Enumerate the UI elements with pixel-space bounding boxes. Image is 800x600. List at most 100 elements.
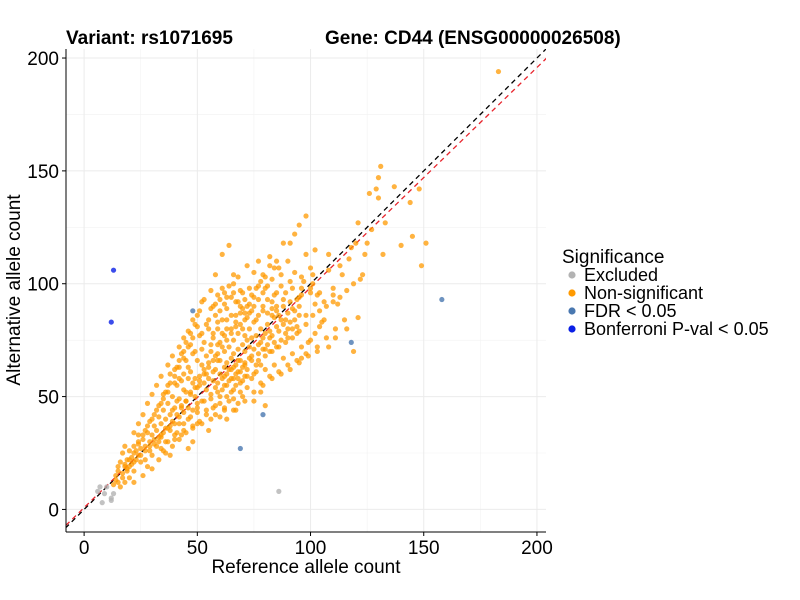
data-point <box>283 317 289 323</box>
data-point <box>97 484 103 490</box>
data-point <box>169 418 176 425</box>
data-point <box>226 398 232 404</box>
data-point <box>135 432 142 438</box>
data-point <box>203 321 209 327</box>
data-point <box>242 348 248 355</box>
data-point <box>224 337 230 343</box>
data-point <box>258 362 264 368</box>
data-point <box>221 364 228 370</box>
data-point <box>210 378 216 384</box>
data-point <box>285 310 291 316</box>
data-point <box>273 258 280 264</box>
data-point <box>217 296 223 303</box>
data-point <box>348 245 354 251</box>
data-point <box>298 285 305 291</box>
legend-label: FDR < 0.05 <box>584 301 677 321</box>
data-point <box>95 488 101 494</box>
data-point <box>240 342 246 348</box>
data-point <box>260 303 266 309</box>
data-point <box>310 312 316 318</box>
data-point <box>190 380 196 386</box>
data-point <box>267 254 273 260</box>
data-point <box>194 312 200 318</box>
data-point <box>280 303 286 309</box>
data-point <box>142 457 148 463</box>
data-point <box>409 233 416 239</box>
data-point <box>314 348 320 355</box>
data-point <box>196 418 203 425</box>
data-point <box>199 346 205 352</box>
data-point <box>253 362 259 368</box>
legend-key <box>568 289 576 297</box>
data-point <box>120 470 126 476</box>
data-point <box>153 407 160 413</box>
data-point <box>120 450 126 456</box>
data-point <box>249 292 255 298</box>
data-point <box>187 414 194 420</box>
data-point <box>307 265 314 271</box>
data-point <box>233 362 239 368</box>
data-point <box>289 285 296 291</box>
data-point <box>215 380 221 386</box>
data-point <box>221 382 228 388</box>
data-point <box>215 292 221 298</box>
chart-title-variant: Variant: rs1071695 <box>66 28 233 49</box>
data-point <box>296 303 302 309</box>
data-point <box>156 414 162 420</box>
data-point <box>255 312 262 318</box>
data-point <box>283 330 289 336</box>
data-point <box>151 412 157 418</box>
data-point <box>176 375 182 382</box>
data-point <box>375 195 382 201</box>
data-point <box>242 398 248 404</box>
data-point <box>398 242 404 248</box>
data-point <box>269 375 275 382</box>
data-point <box>210 405 216 411</box>
data-point <box>246 344 252 350</box>
data-point <box>217 414 223 420</box>
data-point <box>158 421 164 427</box>
data-point <box>224 317 230 323</box>
data-point <box>208 416 214 422</box>
data-point <box>144 430 151 436</box>
data-point <box>158 373 164 379</box>
data-point <box>165 439 171 445</box>
data-point <box>201 366 207 373</box>
data-point <box>276 328 282 334</box>
data-point <box>330 285 336 291</box>
data-point <box>140 432 146 438</box>
data-point <box>206 364 212 370</box>
data-point <box>183 430 189 436</box>
data-point <box>194 405 200 411</box>
data-point <box>169 393 176 400</box>
data-point <box>167 380 173 386</box>
data-point <box>115 479 121 485</box>
data-point <box>280 296 286 303</box>
x-tick-label: 0 <box>79 538 90 559</box>
data-point <box>237 380 243 386</box>
data-point <box>144 400 151 406</box>
data-point <box>262 330 268 336</box>
data-point <box>185 405 191 411</box>
data-point <box>208 342 214 348</box>
data-point <box>307 337 314 343</box>
data-point <box>296 360 302 366</box>
data-point <box>269 348 275 355</box>
data-point <box>117 484 123 490</box>
data-point <box>269 305 275 312</box>
data-point <box>206 317 212 323</box>
data-point <box>276 488 282 494</box>
data-point <box>135 421 142 427</box>
data-point <box>206 375 212 382</box>
data-point <box>135 439 142 445</box>
data-point <box>153 427 160 434</box>
data-point <box>312 330 318 336</box>
data-point <box>330 292 336 298</box>
data-point <box>280 321 286 327</box>
data-point <box>246 310 252 316</box>
data-point <box>199 330 205 336</box>
data-point <box>190 425 196 431</box>
data-point <box>344 287 350 294</box>
data-point <box>296 328 302 334</box>
data-point <box>323 303 329 309</box>
